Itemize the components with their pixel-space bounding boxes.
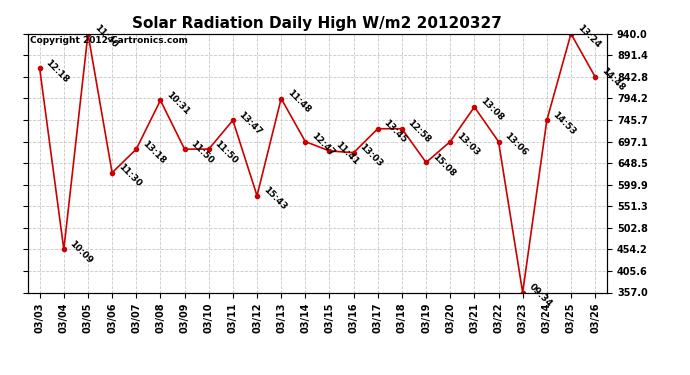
Text: 11:50: 11:50 <box>213 139 239 165</box>
Text: 12:18: 12:18 <box>44 58 70 84</box>
Text: 13:47: 13:47 <box>237 110 264 136</box>
Text: 10:09: 10:09 <box>68 239 95 266</box>
Text: 15:08: 15:08 <box>431 152 457 178</box>
Text: 13:45: 13:45 <box>382 118 408 145</box>
Title: Solar Radiation Daily High W/m2 20120327: Solar Radiation Daily High W/m2 20120327 <box>132 16 502 31</box>
Text: 11:50: 11:50 <box>189 139 215 165</box>
Text: 11:41: 11:41 <box>334 140 360 167</box>
Text: 10:31: 10:31 <box>165 90 191 116</box>
Text: 09:34: 09:34 <box>527 282 553 309</box>
Text: 11:30: 11:30 <box>117 162 143 189</box>
Text: 13:03: 13:03 <box>455 131 481 158</box>
Text: 12:47: 12:47 <box>310 131 336 158</box>
Text: 13:06: 13:06 <box>503 131 529 158</box>
Text: 11:48: 11:48 <box>286 88 312 115</box>
Text: 14:53: 14:53 <box>551 110 578 136</box>
Text: Copyright 2012 Cartronics.com: Copyright 2012 Cartronics.com <box>30 36 188 45</box>
Text: 11:40: 11:40 <box>92 23 119 50</box>
Text: 12:58: 12:58 <box>406 118 433 145</box>
Text: 13:08: 13:08 <box>479 96 505 123</box>
Text: 14:48: 14:48 <box>600 66 626 93</box>
Text: 13:03: 13:03 <box>358 142 384 169</box>
Text: 15:43: 15:43 <box>262 185 288 212</box>
Text: 13:18: 13:18 <box>141 139 167 165</box>
Text: 13:24: 13:24 <box>575 23 602 50</box>
